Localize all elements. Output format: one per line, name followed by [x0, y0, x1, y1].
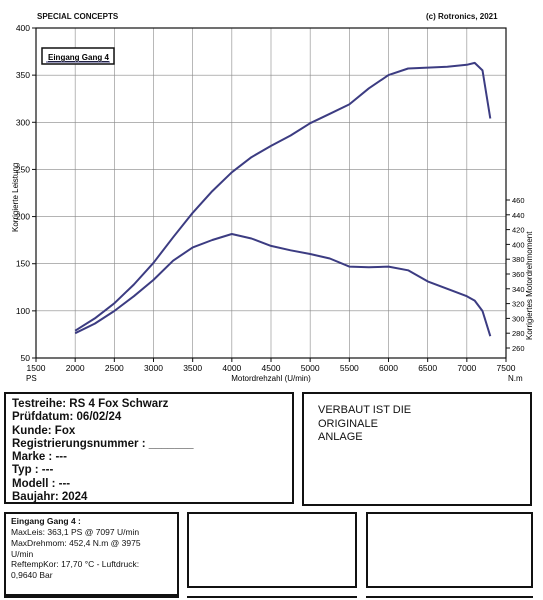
y-tick-label-right: 300: [512, 314, 525, 323]
x-tick-label: 4500: [262, 363, 281, 373]
tick-labels: 1500 2000 2500 3000 3500 4000 4500 5000 5500 6000…: [16, 23, 525, 373]
legend-box: [41, 47, 115, 65]
test-info-box: Testreihe: RS 4 Fox Schwarz Prüfdatum: 0…: [4, 392, 294, 504]
summary-title: Eingang Gang 4 :: [11, 516, 81, 526]
dyno-chart: 1500 2000 2500 3000 3500 4000 4500 5000 5500 6000…: [11, 23, 534, 383]
info-line: Prüfdatum: 06/02/24: [12, 411, 122, 424]
note-line: ANLAGE: [318, 431, 363, 443]
y-tick-label-left: 50: [21, 353, 31, 363]
x-tick-label: 7500: [497, 363, 516, 373]
info-line: Kunde: Fox: [12, 424, 76, 437]
axes: [32, 27, 510, 362]
y-tick-label-right: 340: [512, 285, 525, 294]
summary-line: U/min: [11, 548, 34, 559]
y-tick-label-right: 400: [512, 240, 525, 249]
series-lines: [74, 61, 492, 337]
y-axis-label-right: Korrigiertes Motordrehmoment: [525, 231, 534, 340]
x-tick-label: 3000: [144, 363, 163, 373]
x-tick-label: 2000: [66, 363, 85, 373]
summary-box: Eingang Gang 4 : MaxLeis: 363,1 PS @ 709…: [4, 512, 179, 596]
info-line: Marke : ---: [12, 451, 67, 464]
x-tick-label: 6500: [418, 363, 437, 373]
info-line: Baujahr: 2024: [12, 491, 88, 504]
y-tick-label-right: 440: [512, 211, 525, 220]
x-tick-label: 5500: [340, 363, 359, 373]
y-tick-label-left: 200: [16, 212, 30, 222]
y-tick-label-left: 300: [16, 117, 30, 127]
y-tick-label-left: 100: [16, 306, 30, 316]
y-tick-label-left: 250: [16, 164, 30, 174]
x-unit-left: PS: [26, 374, 37, 383]
summary-line: ReftempKor: 17,70 °C - Luftdruck:: [11, 559, 140, 570]
note-line: VERBAUT IST DIE: [318, 404, 412, 416]
power-line: [74, 61, 492, 332]
y-tick-label-right: 380: [512, 255, 525, 264]
x-unit-right: N.m: [508, 374, 523, 383]
header-brand: SPECIAL CONCEPTS: [37, 12, 119, 21]
y-tick-label-right: 320: [512, 300, 525, 309]
x-tick-label: 4000: [222, 363, 241, 373]
note-line: ORIGINALE: [318, 417, 378, 430]
x-axis-label: Motordrehzahl (U/min): [231, 374, 311, 383]
empty-box-center: [187, 512, 357, 588]
note-box: VERBAUT IST DIE ORIGINALE ANLAGE: [302, 392, 532, 506]
y-tick-label-left: 150: [16, 259, 30, 269]
empty-box-right: [366, 512, 533, 588]
x-tick-label: 2500: [105, 363, 124, 373]
info-line: Typ : ---: [12, 464, 54, 477]
summary-line: MaxDrehmom: 452,4 N.m @ 3975: [11, 537, 141, 548]
y-axis-label-left: Korrigierte Leistung: [11, 163, 20, 232]
info-line: Testreihe: RS 4 Fox Schwarz: [12, 398, 169, 410]
torque-line: [74, 233, 492, 337]
y-tick-label-right: 420: [512, 226, 525, 235]
summary-line: 0,9640 Bar: [11, 570, 53, 581]
y-tick-label-right: 360: [512, 270, 525, 279]
x-tick-label: 7000: [457, 363, 476, 373]
y-tick-label-right: 280: [512, 329, 525, 338]
info-line: Registrierungsnummer : _______: [12, 437, 194, 450]
x-tick-label: 6000: [379, 363, 398, 373]
y-tick-label-right: 260: [512, 344, 525, 353]
header-copyright: (c) Rotronics, 2021: [426, 12, 498, 21]
footer-rule-center: [187, 596, 357, 598]
footer-rule-right: [366, 596, 533, 598]
y-tick-label-left: 400: [16, 23, 30, 33]
legend-label: Eingang Gang 4: [48, 53, 109, 62]
summary-line: MaxLeis: 363,1 PS @ 7097 U/min: [11, 527, 140, 537]
y-tick-label-right: 460: [512, 196, 525, 205]
x-tick-label: 3500: [183, 363, 202, 373]
footer-rule-left: [4, 596, 179, 598]
x-tick-label: 1500: [27, 363, 46, 373]
x-tick-label: 5000: [301, 363, 320, 373]
y-tick-label-left: 350: [16, 70, 30, 80]
info-line: Modell : ---: [12, 477, 71, 490]
